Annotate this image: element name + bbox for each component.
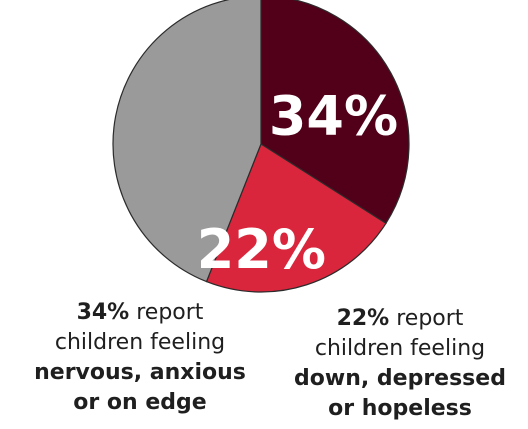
caption-left-line2: children feeling bbox=[54, 330, 226, 355]
pie-chart-svg: 34% 22% bbox=[112, 0, 410, 293]
caption-left-line1: 34% report bbox=[20, 298, 260, 328]
pie-slice-3 bbox=[112, 0, 262, 283]
caption-left-report: report bbox=[129, 300, 204, 325]
caption-right-line2: children feeling bbox=[314, 336, 486, 361]
caption-right-report: report bbox=[389, 306, 464, 331]
caption-left-emphasis-2: or on edge bbox=[73, 390, 207, 415]
pie-chart: 34% 22% bbox=[112, 0, 410, 293]
caption-nervous-anxious: 34% report children feeling nervous, anx… bbox=[20, 298, 260, 418]
caption-right-line1: 22% report bbox=[280, 304, 520, 334]
caption-left-percent: 34% bbox=[76, 300, 130, 325]
caption-left-emphasis-1: nervous, anxious bbox=[34, 360, 246, 385]
caption-right-emphasis-2: or hopeless bbox=[328, 396, 472, 421]
pie-slice-1 bbox=[260, 0, 410, 225]
pie-label-1: 34% bbox=[269, 85, 398, 148]
pie-slice-2 bbox=[205, 143, 387, 293]
caption-right-emphasis-1: down, depressed bbox=[294, 366, 506, 391]
pie-label-2: 22% bbox=[197, 218, 326, 281]
caption-down-depressed: 22% report children feeling down, depres… bbox=[280, 304, 520, 424]
caption-right-percent: 22% bbox=[336, 306, 390, 331]
